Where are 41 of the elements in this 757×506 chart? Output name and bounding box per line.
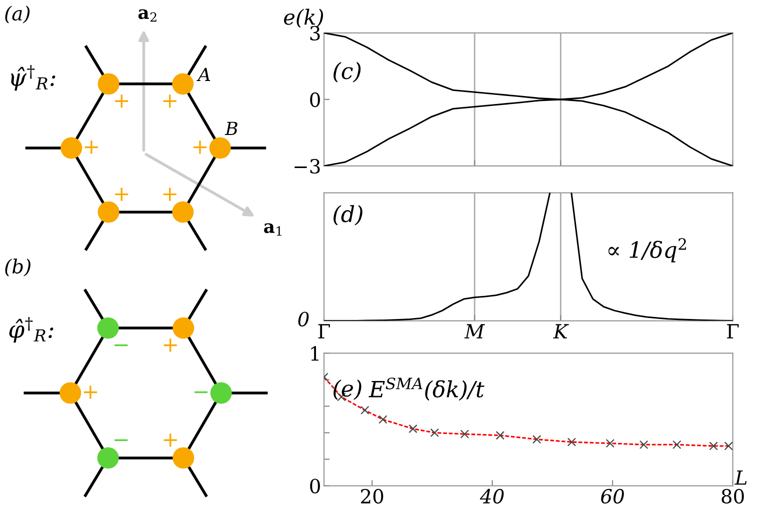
text: +	[115, 94, 128, 108]
y-tick-label: 3	[310, 26, 320, 41]
text: A	[196, 68, 210, 81]
text: +	[163, 188, 176, 201]
x-tick-label: K	[553, 324, 569, 338]
text: ψ̂$^{†}$$_{R}$:	[11, 65, 56, 91]
y-tick-label: 0	[310, 92, 320, 108]
text: φ̂$^{†}$$_{R}$:	[9, 317, 54, 343]
text: +	[164, 434, 177, 447]
annotation: (e)	[334, 380, 362, 400]
x-tick-label: 20	[361, 488, 384, 504]
x-tick-label: 40	[480, 488, 504, 504]
text: −	[114, 344, 128, 346]
annotation: (d)	[334, 205, 362, 226]
text: a$_{1}$	[264, 223, 282, 236]
annotation: (c)	[334, 62, 361, 82]
annotation: E$^{SMA}$(δk)/t	[368, 378, 484, 401]
text: (a)	[5, 6, 30, 24]
text: a$_{2}$	[138, 9, 156, 22]
text: +	[84, 386, 97, 399]
x-tick-label: M	[464, 324, 485, 338]
x-tick-label: Γ	[318, 324, 330, 338]
text: (b)	[5, 258, 30, 276]
text: +	[84, 140, 98, 154]
y-tick-label: 0	[310, 478, 320, 494]
text: B	[224, 122, 238, 135]
y-tick-label: −3	[294, 158, 320, 174]
text: 0	[298, 312, 309, 326]
x-tick-label: 60	[601, 488, 624, 504]
y-axis-title: e(k)	[284, 8, 324, 28]
x-tick-label: Γ	[727, 324, 739, 338]
text: +	[115, 188, 128, 201]
x-tick-label: 80	[722, 488, 744, 504]
text: −	[114, 439, 128, 442]
annotation: ∝ 1/δq$^{2}$	[608, 238, 686, 262]
text: −	[194, 391, 208, 394]
y-tick-label: 1	[311, 346, 318, 361]
text: +	[164, 338, 177, 352]
text: +	[193, 140, 207, 154]
text: +	[163, 94, 176, 108]
x-axis-title: L	[734, 470, 747, 485]
